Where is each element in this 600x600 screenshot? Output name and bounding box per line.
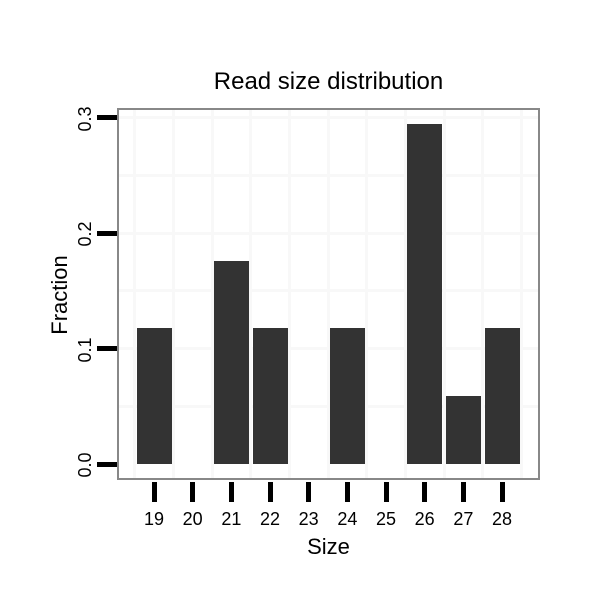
y-tick-label: 0.2 — [75, 221, 95, 247]
y-axis-label: Fraction — [47, 255, 72, 335]
x-tick-mark — [499, 482, 505, 502]
y-tick-label: 0.1 — [75, 336, 95, 363]
bar — [329, 327, 365, 464]
gridline-vertical — [171, 110, 175, 478]
y-tick-label: 0.3 — [75, 105, 95, 132]
gridline-vertical — [365, 110, 369, 478]
x-tick-mark — [344, 482, 350, 502]
x-tick-label: 27 — [453, 509, 474, 529]
x-tick-mark — [190, 482, 196, 502]
y-tick-mark — [97, 346, 117, 351]
x-tick-mark — [306, 482, 312, 502]
bar — [407, 124, 443, 464]
bar — [136, 327, 172, 464]
gridline-vertical — [403, 110, 407, 478]
x-tick-mark — [460, 482, 466, 502]
y-tick-label: 0.0 — [75, 452, 95, 478]
x-tick-label: 23 — [298, 509, 319, 529]
x-tick-label: 26 — [414, 509, 435, 529]
plot-panel — [117, 108, 540, 480]
gridline-vertical — [326, 110, 330, 478]
x-tick-label: 25 — [376, 509, 397, 529]
gridline-vertical — [287, 110, 291, 478]
bar — [252, 327, 288, 464]
gridline-vertical — [249, 110, 253, 478]
y-tick-mark — [97, 115, 117, 120]
gridline-vertical — [442, 110, 446, 478]
x-tick-mark — [422, 482, 428, 502]
bar — [484, 327, 520, 464]
x-tick-mark — [151, 482, 157, 502]
chart-title: Read size distribution — [213, 68, 444, 95]
x-tick-mark — [267, 482, 273, 502]
x-tick-label: 28 — [492, 509, 513, 529]
bar — [213, 260, 249, 464]
gridline-vertical — [519, 110, 523, 478]
x-tick-label: 22 — [259, 509, 281, 529]
bar — [445, 395, 481, 464]
gridline-vertical — [481, 110, 485, 478]
x-tick-mark — [228, 482, 234, 502]
y-tick-mark — [97, 230, 117, 236]
gridline-vertical — [133, 110, 137, 478]
x-tick-label: 20 — [182, 509, 203, 529]
x-axis-label: Size — [307, 534, 350, 559]
x-tick-label: 21 — [221, 509, 242, 529]
x-tick-label: 24 — [337, 509, 358, 529]
y-tick-mark — [97, 461, 117, 467]
x-tick-mark — [383, 482, 389, 502]
gridline-vertical — [210, 110, 214, 478]
x-tick-label: 19 — [143, 509, 165, 529]
